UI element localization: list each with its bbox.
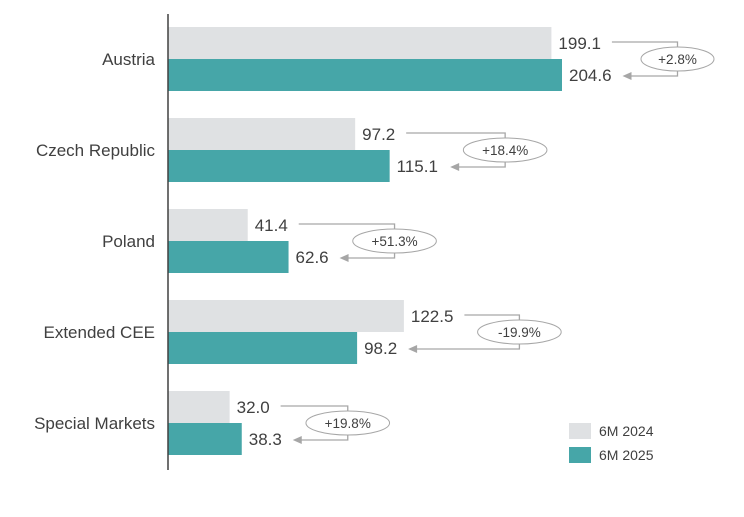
change-arrowhead-special-markets	[292, 436, 302, 444]
change-label-extended-cee: -19.9%	[498, 325, 541, 340]
change-arrowhead-poland	[339, 254, 349, 262]
bar-6m-2025-poland	[168, 241, 289, 273]
change-label-czech-republic: +18.4%	[482, 143, 528, 158]
value-label-6m-2024-austria: 199.1	[558, 34, 601, 53]
category-label-poland: Poland	[102, 232, 155, 251]
value-label-6m-2025-extended-cee: 98.2	[364, 339, 397, 358]
category-label-austria: Austria	[102, 50, 155, 69]
value-label-6m-2025-special-markets: 38.3	[249, 430, 282, 449]
bar-6m-2024-special-markets	[168, 391, 230, 423]
change-bubble-austria	[640, 46, 715, 72]
change-arrowhead-czech-republic	[450, 163, 460, 171]
legend-label-6m-2025: 6M 2025	[599, 447, 654, 463]
change-label-special-markets: +19.8%	[325, 416, 371, 431]
value-label-6m-2024-special-markets: 32.0	[237, 398, 270, 417]
value-label-6m-2024-poland: 41.4	[255, 216, 288, 235]
change-bubble-extended-cee	[477, 319, 562, 345]
legend-swatch-6m-2025	[569, 447, 591, 463]
value-label-6m-2025-austria: 204.6	[569, 66, 612, 85]
bar-6m-2025-special-markets	[168, 423, 242, 455]
bar-6m-2025-czech-republic	[168, 150, 390, 182]
legend-label-6m-2024: 6M 2024	[599, 423, 654, 439]
category-label-extended-cee: Extended CEE	[43, 323, 155, 342]
category-label-czech-republic: Czech Republic	[36, 141, 156, 160]
bar-6m-2024-extended-cee	[168, 300, 404, 332]
change-label-austria: +2.8%	[658, 52, 697, 67]
change-bubble-czech-republic	[462, 137, 548, 163]
value-label-6m-2025-poland: 62.6	[296, 248, 329, 267]
bar-6m-2024-poland	[168, 209, 248, 241]
change-arrowhead-extended-cee	[408, 345, 418, 353]
value-label-6m-2025-czech-republic: 115.1	[397, 157, 438, 176]
value-label-6m-2024-czech-republic: 97.2	[362, 125, 395, 144]
legend: 6M 2024 6M 2025	[569, 423, 654, 463]
change-arrowhead-austria	[622, 72, 632, 80]
category-label-special-markets: Special Markets	[34, 414, 155, 433]
change-label-poland: +51.3%	[371, 234, 417, 249]
bar-6m-2025-extended-cee	[168, 332, 358, 364]
change-bubble-special-markets	[305, 410, 391, 436]
value-label-6m-2024-extended-cee: 122.5	[411, 307, 454, 326]
legend-swatch-6m-2024	[569, 423, 591, 439]
bar-6m-2025-austria	[168, 59, 562, 91]
bar-6m-2024-austria	[168, 27, 552, 59]
change-bubble-poland	[352, 228, 437, 254]
bar-6m-2024-czech-republic	[168, 118, 356, 150]
